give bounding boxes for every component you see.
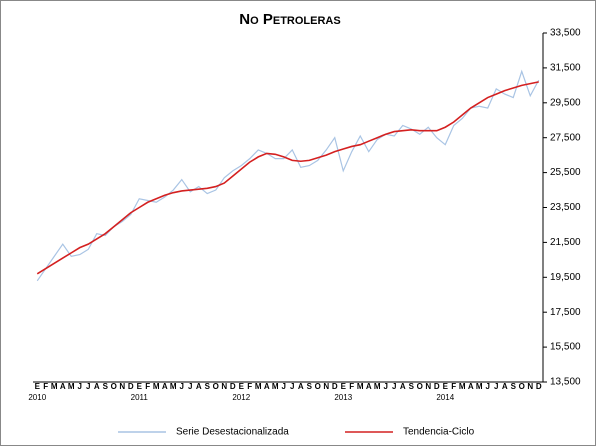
x-tick-label: J xyxy=(180,382,184,391)
x-tick-label: E xyxy=(341,382,347,391)
x-tick-label: S xyxy=(307,382,313,391)
x-tick-label: S xyxy=(103,382,109,391)
x-tick-label: F xyxy=(145,382,150,391)
x-tick-label: J xyxy=(290,382,294,391)
x-tick-label: E xyxy=(443,382,449,391)
x-tick-label: D xyxy=(332,382,338,391)
y-tick-label: 25,500 xyxy=(550,167,581,178)
x-tick-label: E xyxy=(35,382,41,391)
year-label: 2011 xyxy=(131,393,149,402)
x-tick-label: F xyxy=(247,382,252,391)
x-tick-label: A xyxy=(400,382,406,391)
y-tick-label: 27,500 xyxy=(550,132,581,143)
x-tick-label: O xyxy=(315,382,321,391)
x-tick-label: N xyxy=(323,382,329,391)
x-tick-label: N xyxy=(527,382,533,391)
x-tick-label: N xyxy=(221,382,227,391)
y-tick-label: 19,500 xyxy=(550,272,581,283)
x-tick-label: D xyxy=(230,382,236,391)
x-tick-label: M xyxy=(476,382,483,391)
x-tick-label: A xyxy=(264,382,270,391)
x-tick-label: M xyxy=(153,382,160,391)
series-line xyxy=(36,69,540,282)
x-tick-label: A xyxy=(196,382,202,391)
x-tick-label: M xyxy=(374,382,381,391)
x-tick-label: M xyxy=(255,382,262,391)
x-tick-label: A xyxy=(60,382,66,391)
y-tick-label: 23,500 xyxy=(550,202,581,213)
legend-label: Serie Desestacionalizada xyxy=(176,427,289,438)
x-tick-label: F xyxy=(349,382,354,391)
year-label: 2013 xyxy=(334,393,352,402)
x-tick-label: M xyxy=(272,382,279,391)
x-tick-label: M xyxy=(51,382,58,391)
y-tick-label: 21,500 xyxy=(550,237,581,248)
x-tick-label: M xyxy=(357,382,364,391)
x-tick-label: N xyxy=(425,382,431,391)
x-tick-label: S xyxy=(511,382,517,391)
x-tick-label: J xyxy=(78,382,82,391)
x-tick-label: M xyxy=(68,382,75,391)
chart-title: No Petroleras xyxy=(239,11,340,28)
x-tick-label: S xyxy=(205,382,211,391)
x-tick-label: D xyxy=(434,382,440,391)
x-tick-label: J xyxy=(494,382,498,391)
y-tick-label: 33,500 xyxy=(550,28,581,39)
x-tick-label: O xyxy=(111,382,117,391)
y-tick-label: 17,500 xyxy=(550,307,581,318)
year-label: 2014 xyxy=(436,393,454,402)
legend-label: Tendencia-Ciclo xyxy=(403,427,475,438)
x-tick-label: A xyxy=(162,382,168,391)
x-tick-label: J xyxy=(86,382,90,391)
x-tick-label: O xyxy=(417,382,423,391)
x-tick-label: M xyxy=(459,382,466,391)
y-tick-label: 13,500 xyxy=(550,377,581,388)
x-tick-label: A xyxy=(366,382,372,391)
x-tick-label: F xyxy=(451,382,456,391)
x-tick-label: J xyxy=(486,382,490,391)
year-label: 2010 xyxy=(28,393,46,402)
x-tick-label: A xyxy=(94,382,100,391)
series-line xyxy=(36,81,539,275)
x-tick-label: J xyxy=(384,382,388,391)
x-tick-label: S xyxy=(409,382,415,391)
x-tick-label: D xyxy=(536,382,542,391)
year-label: 2012 xyxy=(232,393,250,402)
x-tick-label: N xyxy=(119,382,125,391)
y-tick-label: 31,500 xyxy=(550,63,581,74)
x-tick-label: M xyxy=(170,382,177,391)
x-tick-label: J xyxy=(392,382,396,391)
x-tick-label: A xyxy=(502,382,508,391)
x-tick-label: A xyxy=(468,382,474,391)
x-tick-label: J xyxy=(282,382,286,391)
x-tick-label: E xyxy=(137,382,143,391)
y-tick-label: 15,500 xyxy=(550,342,581,353)
y-tick-label: 29,500 xyxy=(550,97,581,108)
x-tick-label: F xyxy=(43,382,48,391)
x-tick-label: J xyxy=(188,382,192,391)
x-tick-label: A xyxy=(298,382,304,391)
x-tick-label: O xyxy=(519,382,525,391)
x-tick-label: O xyxy=(213,382,219,391)
x-tick-label: E xyxy=(239,382,245,391)
x-tick-label: D xyxy=(128,382,134,391)
